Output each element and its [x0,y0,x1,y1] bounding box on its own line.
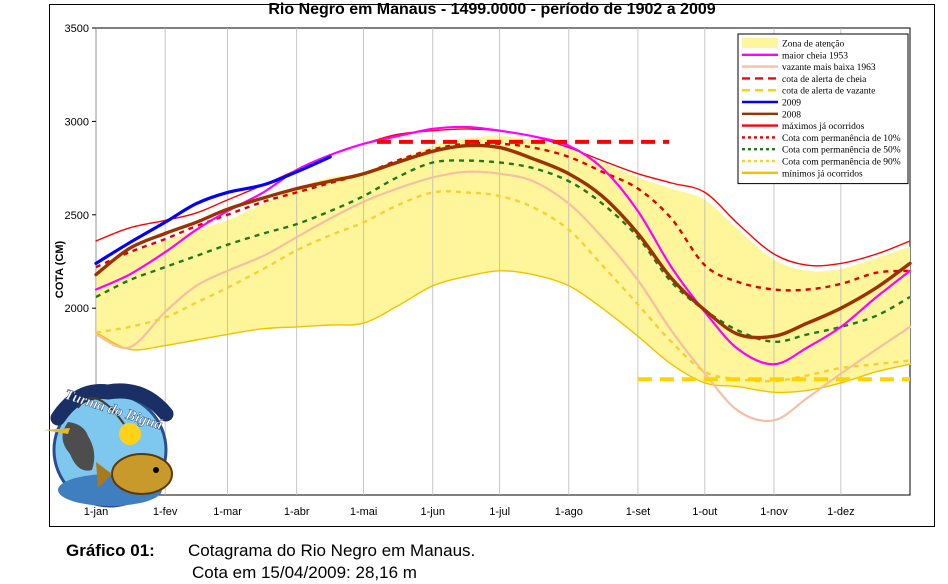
x-tick-label: 1-dez [827,506,855,518]
y-axis-label: COTA (CM) [54,240,66,298]
legend-label: 2008 [782,110,801,120]
legend-label: vazante mais baixa 1963 [782,63,876,73]
x-tick-label: 1-nov [760,506,788,518]
series-line-cota-com-perman-ncia-de-50- [95,159,911,344]
legend-label: Zona de atenção [782,40,844,50]
caption-label: Gráfico 01: [66,541,155,560]
series-line-cota-com-perman-ncia-de-90- [95,190,911,383]
figure-caption: Gráfico 01: Cotagrama do Rio Negro em Man… [66,540,475,584]
x-tick-label: 1-ago [555,506,583,518]
x-tick-label: 1-jul [489,506,510,518]
legend-label: Cota com permanência de 90% [782,158,901,168]
y-tick-label: 3000 [65,116,89,128]
chart-frame: Rio Negro em Manaus - 1499.0000 - períod… [49,1,935,527]
series-line-vazante-mais-baixa-1963 [94,170,912,422]
legend-box [737,33,909,185]
legend-label: cota de alerta de cheia [782,75,867,85]
y-tick-label: 2000 [65,303,89,315]
chart-title: Rio Negro em Manaus - 1499.0000 - períod… [268,1,716,18]
legend-label: máximos já ocorridos [782,122,865,132]
legend-label: Cota com permanência de 10% [782,134,901,144]
legend-label: Cota com permanência de 50% [782,146,901,156]
x-tick-label: 1-fev [153,506,178,518]
series-line-m-nimos-j-ocorridos [95,270,911,394]
series-line-2009 [94,155,332,265]
legend-label: 2009 [782,99,801,109]
x-tick-label: 1-mai [350,506,378,518]
y-tick-label: 3500 [65,23,89,35]
series-line-2008 [94,143,912,340]
x-tick-label: 1-abr [284,506,310,518]
y-tick-label: 2500 [65,210,89,222]
x-tick-label: 1-set [626,506,650,518]
legend-swatch [742,38,778,48]
turma-do-bigua-logo: Turma do Biguá [44,383,174,508]
caption-line-2: Cota em 15/04/2009: 28,16 m [192,563,417,582]
legend-label: maior cheia 1953 [782,51,848,61]
chart-svg: 1-jan 1-fev 1-mar 1-abr 1-mai 1-jun 1-jul 1-ago… [54,23,912,518]
caption-line-1: Gráfico 01: Cotagrama do Rio Negro em Man… [66,540,475,562]
attention-zone-band [96,136,910,393]
x-tick-label: 1-jan [84,506,108,518]
caption-text: Cotagrama do Rio Negro em Manaus. [188,541,476,560]
x-tick-label: 1-out [692,506,717,518]
series-line-maior-cheia-1953 [94,125,912,366]
x-tick-label: 1-mar [213,506,242,518]
legend-label: mínimos já ocorridos [782,169,863,179]
x-tick-label: 1-jun [421,506,445,518]
legend-label: cota de alerta de vazante [782,87,875,97]
